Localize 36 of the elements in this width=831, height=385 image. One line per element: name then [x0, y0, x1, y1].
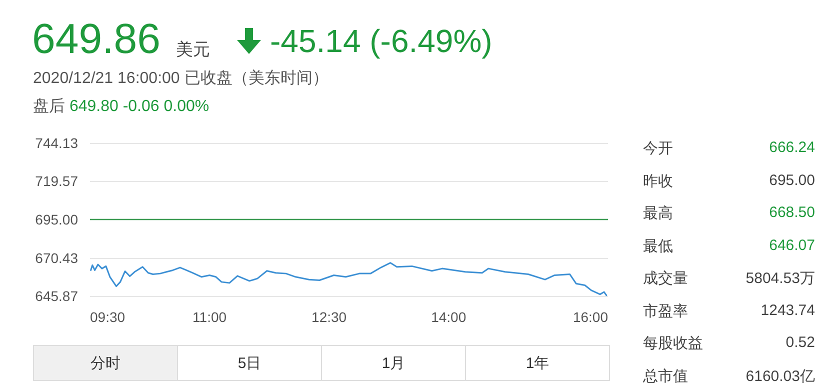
text: 0.52: [786, 334, 815, 353]
y-tick-label: 670.43: [35, 250, 78, 266]
y-tick-label: 744.13: [35, 135, 78, 151]
x-tick-label: 16:00: [572, 309, 608, 325]
text: -45.14 (-6.49%): [270, 22, 492, 61]
text: 最低: [643, 236, 673, 256]
line-series: [90, 262, 608, 296]
y-tick-label: 719.57: [35, 173, 78, 190]
x-tick-label: 12:30: [312, 309, 347, 325]
text: 每股收益: [643, 334, 703, 353]
chart-subtitle: 2020/12/21 16:00:00 已收盘（美东时间）: [33, 68, 328, 89]
chart-title: 649.86: [32, 14, 160, 64]
text: 今开: [643, 139, 673, 158]
text: 市盈率: [643, 302, 688, 320]
text: 666.24: [769, 139, 815, 158]
text: 最高: [643, 204, 673, 223]
text: 美元: [176, 39, 210, 61]
text: 5日: [178, 346, 322, 380]
text: 成交量: [643, 269, 688, 288]
text: 分时: [34, 346, 178, 380]
y-tick-label: 645.87: [35, 288, 78, 304]
x-tick-label: 09:30: [90, 309, 126, 325]
text: 5804.53万: [746, 269, 815, 288]
y-tick-label: 695.00: [35, 212, 78, 228]
x-tick-label: 11:00: [192, 309, 227, 325]
x-tick-label: 14:00: [431, 309, 466, 325]
text: 1243.74: [760, 302, 815, 320]
text: 6160.03亿: [746, 366, 815, 385]
text: 695.00: [769, 172, 815, 190]
text: 1年: [466, 346, 609, 380]
text: 646.07: [769, 236, 815, 256]
text: 总市值: [643, 366, 688, 385]
text: 盘后 649.80 -0.06 0.00%: [33, 96, 210, 117]
text: 1月: [322, 346, 466, 380]
text: 668.50: [769, 204, 815, 223]
text: 昨收: [643, 172, 673, 190]
